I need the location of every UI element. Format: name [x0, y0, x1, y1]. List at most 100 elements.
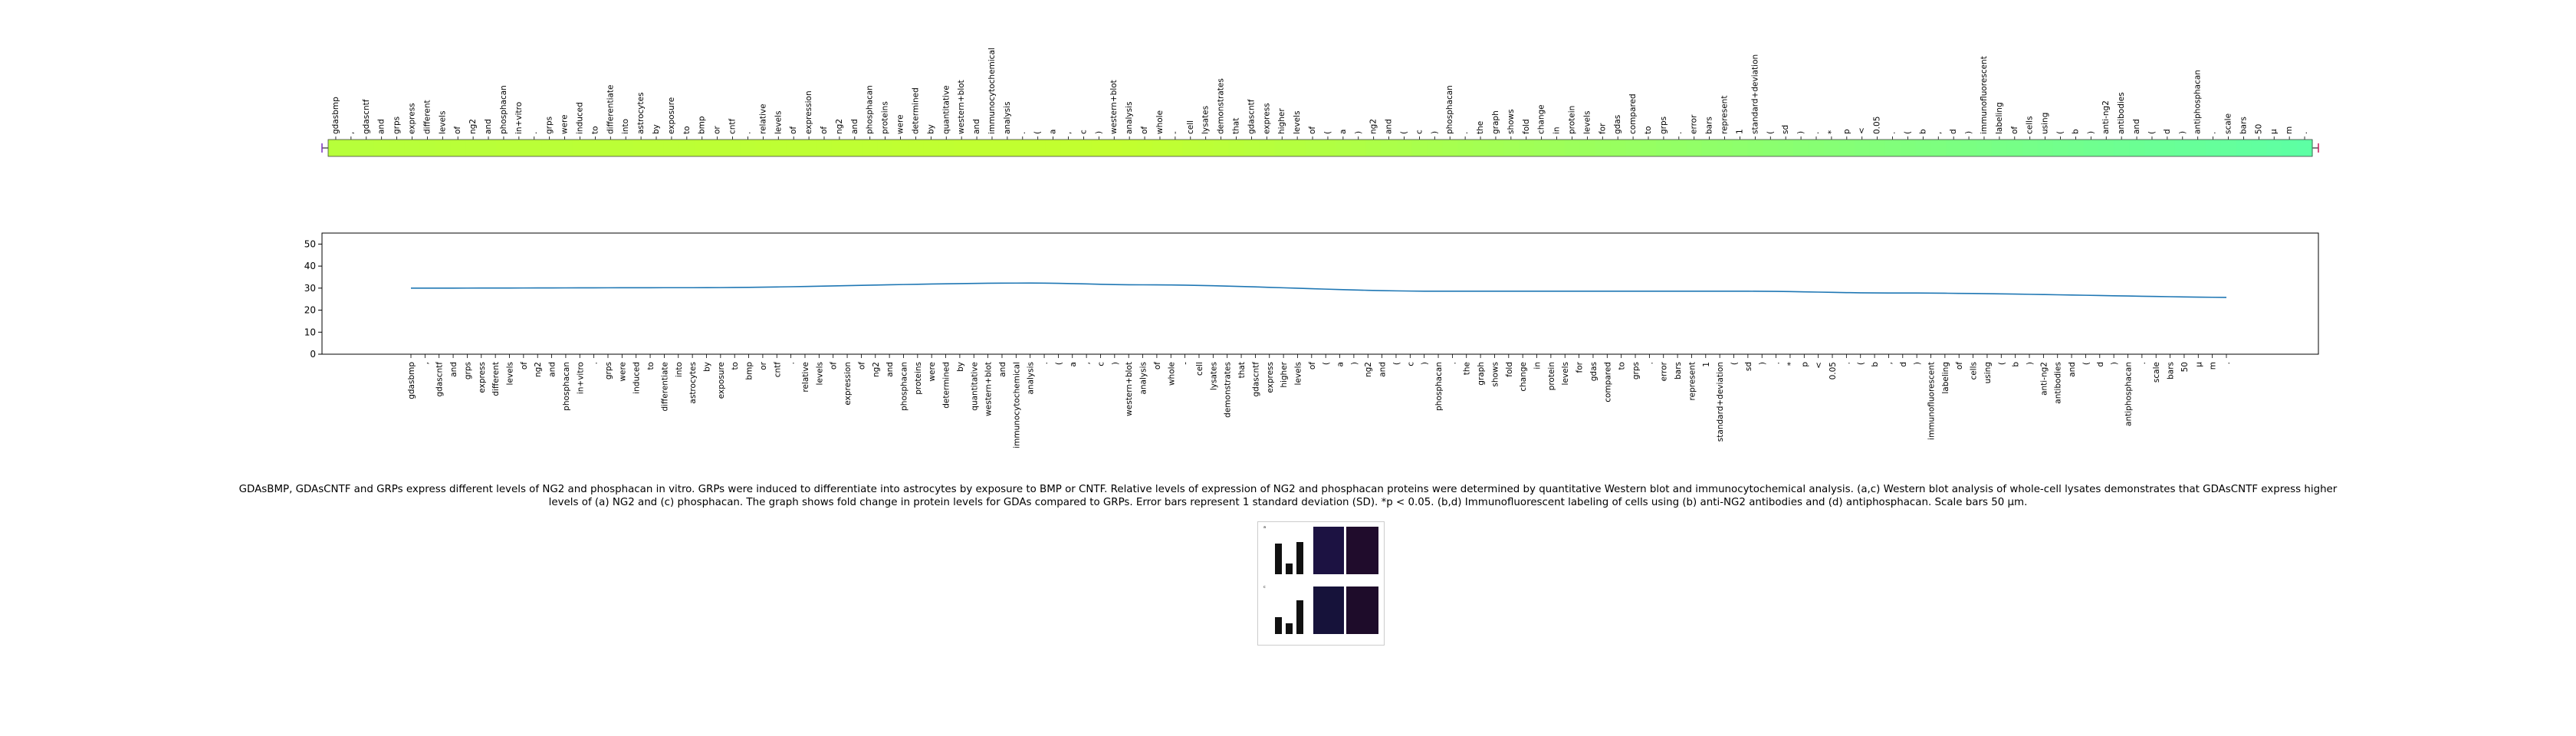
heatmap-token-label: , — [1934, 132, 1943, 134]
x-tick-label: graph — [1477, 362, 1486, 386]
x-tick-label: c — [1096, 362, 1106, 366]
heatmap-cell — [1457, 140, 1474, 156]
heatmap-cell — [1533, 140, 1550, 156]
heatmap-token-label: to — [682, 126, 692, 134]
x-tick-label: compared — [1603, 362, 1612, 402]
x-tick-label: standard+deviation — [1716, 362, 1725, 442]
y-tick-label: 10 — [304, 327, 316, 337]
heatmap-cell — [1290, 140, 1306, 156]
x-tick-label: b — [1871, 362, 1880, 367]
x-tick-label: . — [1040, 362, 1050, 364]
x-tick-label: ( — [1392, 362, 1401, 365]
x-tick-label: error — [1660, 361, 1669, 381]
x-tick-label: higher — [1280, 361, 1289, 387]
heatmap-token-label: ) — [1094, 131, 1103, 134]
heatmap-cell — [1320, 140, 1336, 156]
x-tick-label: western+blot — [984, 362, 994, 416]
heatmap-token-label: analysis — [1003, 101, 1012, 134]
heatmap-cell — [633, 140, 649, 156]
heatmap-cell — [755, 140, 771, 156]
heatmap-token-label: antiphosphacan — [2193, 70, 2203, 134]
heatmap-token-label: , — [347, 132, 356, 134]
x-tick-label: of — [857, 362, 866, 370]
x-tick-label: in+vitro — [576, 362, 585, 394]
heatmap-token-label: . — [530, 132, 539, 134]
heatmap-cell — [481, 140, 497, 156]
x-tick-label: levels — [1293, 362, 1303, 385]
heatmap-token-label: and — [1385, 119, 1394, 134]
heatmap-token-label: and — [972, 119, 981, 134]
heatmap-token-label: change — [1537, 104, 1546, 134]
heatmap-cell — [1198, 140, 1214, 156]
heatmap-token-label: m — [2285, 127, 2294, 134]
x-tick-label: d — [2096, 362, 2105, 367]
x-tick-label: immunocytochemical — [1012, 362, 1021, 449]
heatmap-token-label: and — [2132, 119, 2141, 134]
heatmap-cell — [2220, 140, 2237, 156]
heatmap-cell — [1122, 140, 1138, 156]
heatmap-token-label: using — [2041, 113, 2050, 134]
x-tick-label: , — [1083, 362, 1092, 364]
x-tick-label: bars — [1674, 362, 1683, 380]
heatmap-token-label: ( — [1033, 131, 1043, 134]
x-tick-label: , — [1884, 362, 1894, 364]
y-tick-label: 0 — [310, 349, 316, 360]
x-tick-label: bmp — [745, 362, 754, 380]
heatmap-token-label: of — [2010, 127, 2019, 134]
heatmap-cell — [1396, 140, 1413, 156]
y-tick-label: 30 — [304, 283, 316, 294]
x-tick-label: to — [646, 362, 656, 370]
heatmap-cell — [2266, 140, 2282, 156]
heatmap-token-label: shows — [1506, 109, 1516, 134]
heatmap-token-label: or — [713, 126, 722, 134]
heatmap-token-label: fold — [1522, 119, 1531, 134]
heatmap-token-label: levels — [438, 111, 447, 134]
x-tick-label: ) — [1913, 362, 1922, 365]
heatmap-cell — [526, 140, 543, 156]
heatmap-token-label: grps — [1659, 117, 1668, 134]
heatmap-cell — [1900, 140, 1916, 156]
heatmap-token-label: quantitative — [941, 85, 951, 134]
x-tick-label: to — [1618, 362, 1627, 370]
x-tick-label: demonstrates — [1224, 362, 1233, 418]
heatmap-token-label: grps — [545, 117, 554, 134]
heatmap-cell — [709, 140, 726, 156]
x-tick-label: . — [1842, 362, 1852, 364]
heatmap-token-label: the — [1476, 121, 1485, 134]
x-tick-label: were — [928, 362, 937, 382]
heatmap-token-label: immunocytochemical — [987, 48, 997, 134]
x-tick-label: d — [1899, 362, 1908, 367]
heatmap-cell — [846, 140, 863, 156]
x-tick-label: and — [548, 362, 557, 377]
heatmap-cell — [1946, 140, 1962, 156]
x-tick-label: grps — [1631, 362, 1641, 380]
heatmap-cell — [1305, 140, 1321, 156]
x-tick-label: express — [478, 362, 487, 393]
x-tick-label: ( — [2082, 362, 2091, 365]
x-tick-label: p — [1800, 362, 1809, 367]
heatmap-token-label: phosphacan — [866, 85, 875, 134]
x-tick-label: ) — [2110, 362, 2119, 365]
heatmap-cell — [2037, 140, 2054, 156]
heatmap-cell — [1793, 140, 1809, 156]
x-tick-label: quantitative — [970, 362, 979, 411]
x-tick-label: a — [1069, 362, 1078, 366]
x-tick-label: . — [2138, 362, 2147, 364]
heatmap-cell — [435, 140, 451, 156]
heatmap-cell — [1259, 140, 1275, 156]
y-tick-label: 20 — [304, 305, 316, 316]
heatmap-cell — [1884, 140, 1901, 156]
x-tick-label: ) — [2026, 362, 2035, 365]
heatmap-cell — [2282, 140, 2298, 156]
heatmap-cell — [1778, 140, 1794, 156]
x-tick-label: 50 — [2180, 362, 2190, 372]
heatmap-cell — [2144, 140, 2160, 156]
x-tick-label: a — [1336, 362, 1346, 366]
thumbnail-panel-label: d — [1314, 583, 1317, 588]
x-tick-label: proteins — [914, 362, 923, 395]
heatmap-token-label: cell — [1186, 120, 1195, 134]
x-tick-label: labeling — [1941, 362, 1950, 394]
x-tick-label: phosphacan — [562, 362, 571, 411]
heatmap-token-label: to — [590, 126, 600, 134]
x-tick-label: ( — [1730, 362, 1740, 365]
